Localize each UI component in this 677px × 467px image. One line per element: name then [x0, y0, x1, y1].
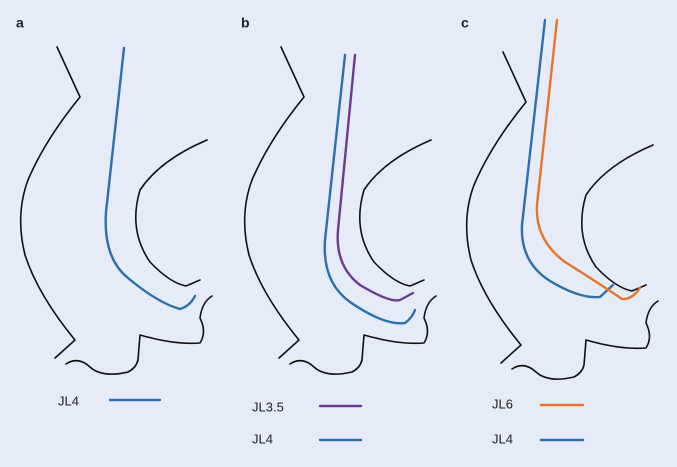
catheter [336, 53, 415, 302]
aorta-outline [19, 46, 213, 375]
panel-label: b [241, 15, 250, 31]
legend-label: JL3.5 [252, 399, 284, 414]
catheter [104, 46, 197, 311]
legend-label: JL4 [58, 393, 79, 408]
legend-label: JL4 [252, 431, 273, 446]
catheter [520, 18, 615, 299]
catheter [535, 18, 642, 301]
legend-label: JL4 [492, 431, 513, 446]
catheter [323, 53, 417, 325]
panel-label: c [461, 15, 469, 31]
legend-label: JL6 [492, 396, 513, 411]
aorta-outline [465, 51, 659, 380]
panel-label: a [16, 15, 24, 31]
